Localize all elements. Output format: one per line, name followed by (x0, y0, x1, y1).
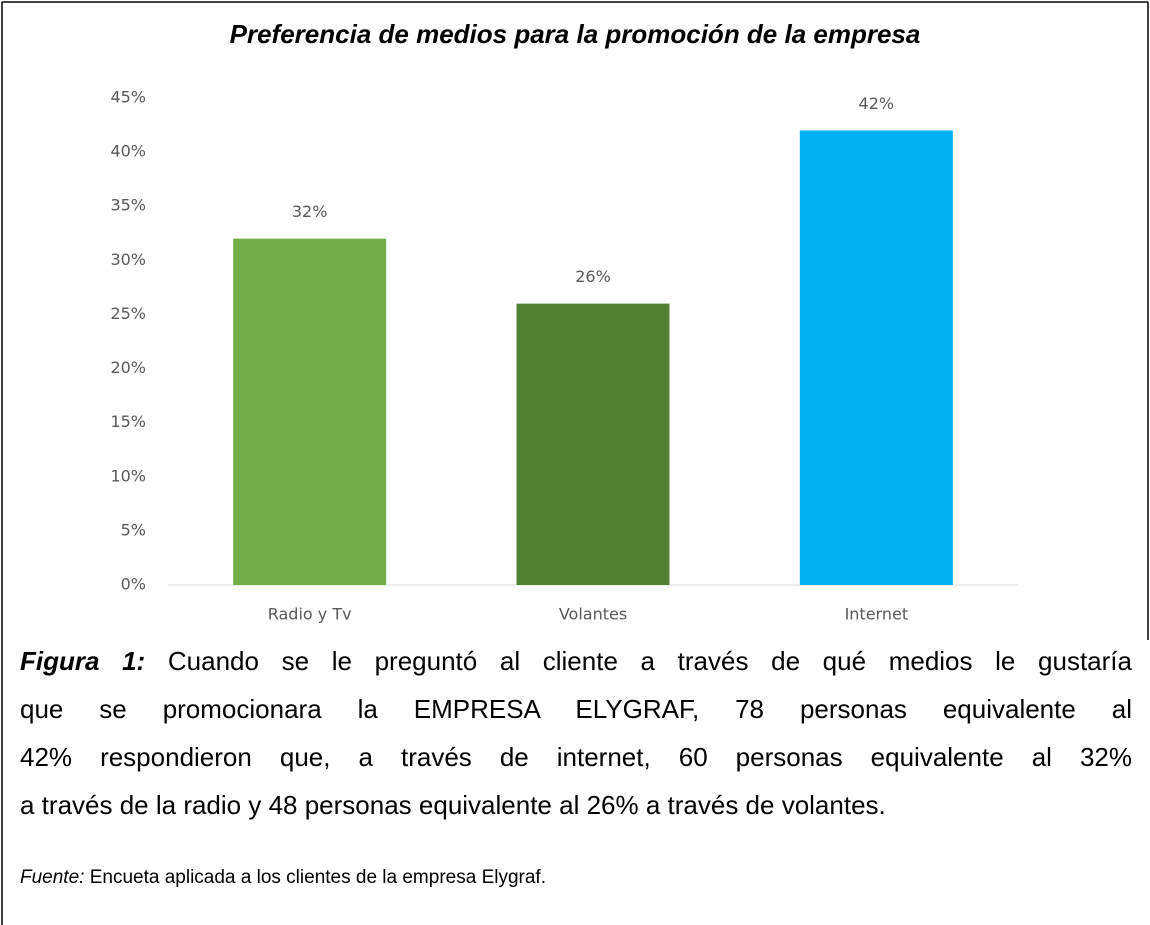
caption-text: Cuando se le preguntó al cliente a travé… (167, 646, 1132, 676)
data-label: 26% (575, 267, 611, 286)
caption-line: Figura 1: Cuando se le preguntó al clien… (20, 646, 1132, 677)
y-tick-label: 30% (110, 250, 146, 269)
x-tick-label: Radio y Tv (268, 605, 352, 624)
caption-line: 42% respondieron que, a través de intern… (20, 742, 1132, 772)
y-tick-label: 20% (110, 358, 146, 377)
data-label: 42% (859, 94, 895, 113)
caption-line: a través de la radio y 48 personas equiv… (20, 790, 886, 820)
bar (233, 238, 387, 585)
y-tick-label: 40% (110, 142, 146, 161)
caption-line: que se promocionara la EMPRESA ELYGRAF, … (20, 694, 1132, 724)
x-tick-label: Volantes (559, 605, 627, 624)
chart-title: Preferencia de medios para la promoción … (230, 19, 921, 49)
y-tick-label: 10% (110, 466, 146, 485)
bar (516, 303, 670, 585)
source-text: Encueta aplicada a los clientes de la em… (89, 867, 546, 888)
y-tick-label: 25% (110, 304, 146, 323)
y-tick-label: 5% (121, 520, 146, 539)
source: Fuente: Encueta aplicada a los clientes … (20, 867, 546, 889)
caption-label: Figura 1: (20, 646, 146, 676)
y-tick-label: 35% (110, 196, 146, 215)
y-tick-label: 15% (110, 412, 146, 431)
y-tick-label: 45% (110, 88, 146, 107)
source-label: Fuente: (20, 867, 85, 888)
x-tick-label: Internet (845, 605, 909, 624)
bar (799, 130, 953, 585)
y-tick-label: 0% (121, 575, 146, 594)
data-label: 32% (292, 202, 328, 221)
